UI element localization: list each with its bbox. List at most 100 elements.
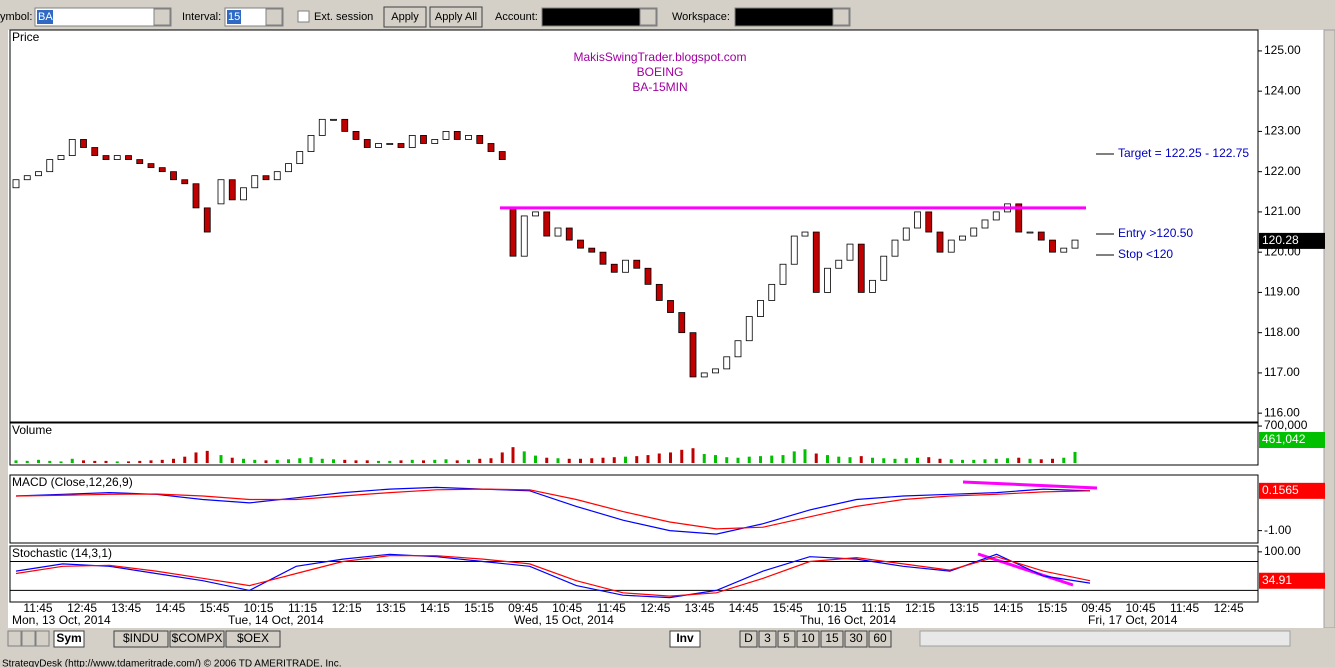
candle: [779, 263, 787, 285]
interval-value: 15: [228, 11, 240, 23]
tab[interactable]: [868, 630, 892, 648]
candle: [1049, 239, 1056, 253]
tab[interactable]: [739, 630, 758, 648]
time-label: 10:45: [1125, 601, 1155, 615]
scroll-button[interactable]: [21, 630, 36, 647]
tab[interactable]: [669, 630, 701, 648]
y-tick-label: -1.00: [1264, 523, 1292, 537]
time-label: 11:45: [23, 601, 52, 615]
candle: [565, 227, 573, 241]
time-label: 14:45: [155, 601, 185, 615]
scroll-track[interactable]: [919, 630, 1291, 647]
volume-bar: [320, 458, 324, 463]
tab[interactable]: [225, 630, 281, 648]
time-label: 13:45: [684, 601, 714, 615]
dropdown-button[interactable]: [832, 8, 850, 26]
volume-bar: [172, 458, 175, 463]
tab[interactable]: [820, 630, 844, 648]
candle: [102, 155, 110, 160]
tab[interactable]: [758, 630, 777, 648]
symbol-box[interactable]: [34, 7, 172, 27]
candle: [386, 143, 394, 145]
ext-session-label: Ext. session: [314, 11, 373, 23]
candle: [125, 155, 132, 160]
candle: [757, 300, 764, 317]
volume-bar: [759, 456, 762, 463]
candle: [147, 163, 155, 169]
candle: [768, 283, 776, 301]
candle: [970, 227, 978, 237]
candle: [734, 340, 742, 358]
volume-bar: [160, 459, 164, 463]
candle: [136, 159, 144, 165]
candle: [891, 239, 899, 257]
apply-all-button[interactable]: [429, 6, 483, 28]
volume-bar: [93, 460, 97, 463]
tab-label: $INDU: [123, 631, 159, 645]
time-label: 12:45: [67, 601, 97, 615]
tab[interactable]: [113, 630, 169, 648]
account-box[interactable]: [541, 7, 658, 27]
candle: [588, 247, 596, 253]
time-label: 09:45: [508, 601, 538, 615]
apply-button[interactable]: [383, 6, 427, 28]
candle: [420, 135, 427, 144]
volume-bar: [377, 460, 380, 463]
candle: [408, 135, 416, 148]
workspace-box[interactable]: [734, 7, 851, 27]
tab-label: 5: [783, 631, 790, 645]
volume-bar: [467, 459, 470, 463]
volume-bar: [938, 458, 942, 463]
candle: [610, 263, 618, 273]
tab[interactable]: [777, 630, 796, 648]
pane-label: Stochastic (14,3,1): [12, 546, 112, 560]
candle: [487, 143, 495, 152]
dropdown-button[interactable]: [265, 8, 283, 26]
volume-bar: [736, 457, 740, 463]
indicator-line: [15, 488, 1091, 530]
side-scrollbar[interactable]: [1323, 29, 1335, 629]
scroll-button[interactable]: [35, 630, 50, 647]
candle: [599, 251, 607, 265]
volume-bar: [511, 447, 515, 463]
annotation: Entry >120.50: [1118, 226, 1193, 240]
volume-bar: [556, 458, 560, 463]
symbol-label: ymbol:: [0, 11, 32, 23]
candle: [835, 259, 843, 269]
dropdown-button[interactable]: [639, 8, 657, 26]
volume-bar: [354, 460, 358, 463]
y-tick-label: 119.00: [1264, 285, 1300, 299]
candle: [880, 255, 888, 281]
y-tick-label: 125.00: [1264, 43, 1301, 57]
volume-bar: [848, 457, 852, 463]
candle: [397, 143, 405, 148]
tab-label: $OEX: [237, 631, 269, 645]
tab[interactable]: [169, 630, 225, 648]
volume-bar: [859, 456, 863, 463]
volume-bar: [410, 459, 414, 463]
candle: [23, 175, 31, 181]
volume-bar: [399, 460, 403, 463]
dropdown-button[interactable]: [153, 8, 171, 26]
date-label: Tue, 14 Oct, 2014: [228, 613, 324, 627]
candle: [57, 155, 65, 160]
tab-label: 30: [849, 631, 863, 645]
volume-bar: [127, 461, 130, 463]
date-label: Fri, 17 Oct, 2014: [1088, 613, 1178, 627]
scroll-button[interactable]: [7, 630, 22, 647]
volume-bar: [814, 453, 818, 463]
symbol-highlight: [37, 10, 53, 24]
candle: [532, 211, 539, 217]
volume-bar: [332, 459, 335, 463]
volume-bar: [657, 453, 661, 463]
time-label: 15:15: [1037, 601, 1067, 615]
tab[interactable]: [844, 630, 868, 648]
tab[interactable]: [53, 630, 85, 648]
tab[interactable]: [796, 630, 820, 648]
tab-label: 3: [764, 631, 771, 645]
volume-bar: [567, 458, 571, 463]
checkbox[interactable]: [297, 10, 310, 23]
volume-bar: [183, 456, 187, 463]
indicator-line: [15, 486, 1091, 535]
candle: [68, 139, 76, 156]
